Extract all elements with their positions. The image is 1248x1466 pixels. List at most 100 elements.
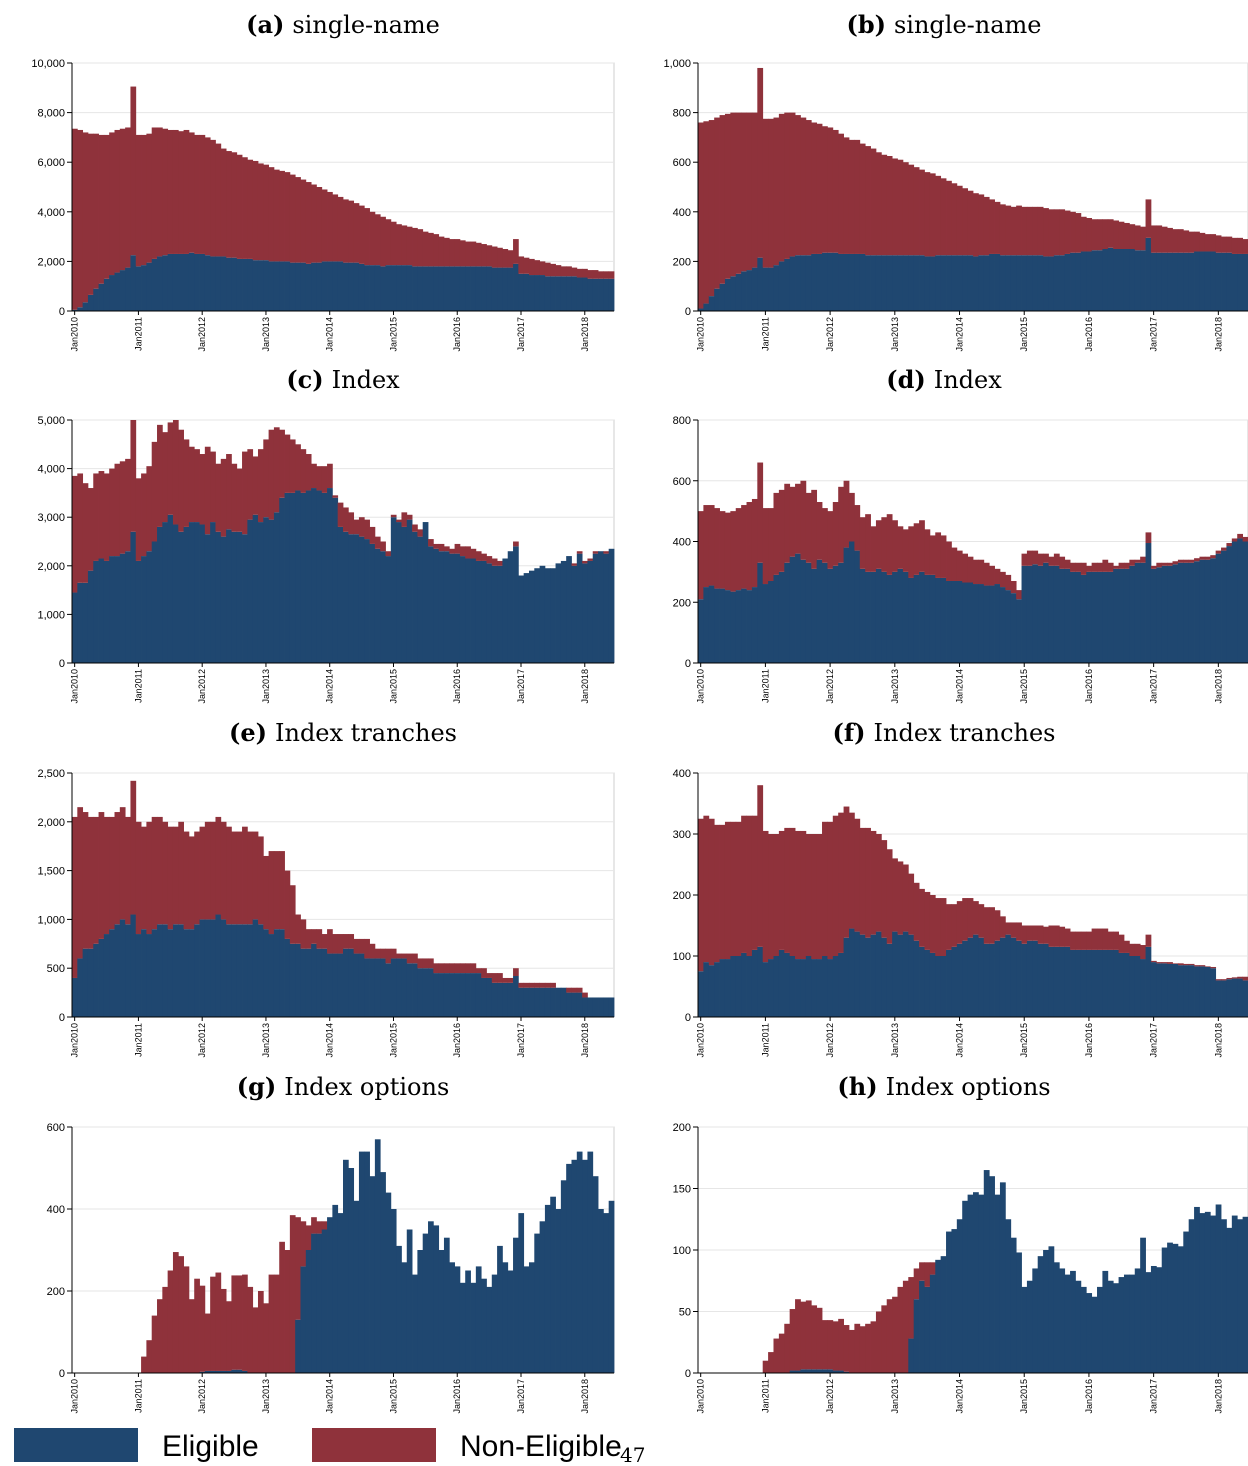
bar-segment	[481, 977, 487, 1017]
bar-segment	[994, 910, 1001, 941]
bar-segment	[428, 1221, 434, 1373]
bar-segment	[902, 864, 909, 932]
bar-segment	[135, 821, 142, 935]
bar-segment	[481, 1278, 487, 1373]
bar-segment	[1021, 553, 1028, 566]
y-tick-label: 1,500	[37, 866, 65, 878]
panel-title: Index options	[284, 1073, 449, 1101]
bar-segment	[284, 434, 291, 493]
bar-segment	[1161, 565, 1168, 663]
bar-segment	[300, 262, 307, 311]
bar-segment	[560, 1180, 567, 1373]
bar-segment	[773, 956, 780, 1017]
bar-segment	[1048, 946, 1055, 1017]
bar-segment	[735, 112, 742, 274]
bar-segment	[1043, 943, 1049, 1017]
bar-segment	[481, 553, 487, 561]
bar-segment	[1037, 943, 1044, 1017]
bar-segment	[226, 924, 232, 1017]
bar-segment	[924, 256, 931, 311]
bar-segment	[1183, 963, 1190, 966]
bar-segment	[919, 571, 925, 663]
bar-segment	[897, 861, 904, 935]
bar-segment	[973, 559, 979, 585]
bar-segment	[1221, 550, 1227, 663]
bar-segment	[956, 901, 963, 944]
bar-segment	[1053, 946, 1060, 1017]
bar-segment	[929, 895, 936, 953]
bar-segment	[119, 553, 126, 663]
bar-segment	[321, 261, 328, 311]
bar-segment	[592, 553, 599, 663]
bar-segment	[119, 270, 126, 311]
bar-segment	[1199, 965, 1206, 967]
bar-segment	[199, 454, 206, 525]
bar-segment	[82, 302, 89, 311]
bar-segment	[1032, 206, 1039, 256]
bar-segment	[768, 1352, 774, 1373]
bar-segment	[1043, 562, 1049, 663]
y-tick-label: 2,500	[37, 768, 65, 780]
bar-segment	[210, 451, 216, 523]
bar-segment	[576, 987, 583, 993]
bar-segment	[475, 560, 482, 663]
bar-segment	[1199, 1213, 1206, 1373]
bar-segment	[1150, 252, 1157, 311]
bar-segment	[130, 914, 137, 1017]
x-tick-label: Jan2017	[516, 1023, 526, 1058]
x-tick-label: Jan2017	[516, 1379, 526, 1414]
bar-segment	[843, 480, 850, 548]
bar-segment	[703, 505, 710, 588]
bar-segment	[762, 267, 769, 311]
bar-segment	[592, 1176, 599, 1373]
bar-segment	[491, 565, 498, 663]
bar-segment	[220, 148, 227, 257]
bar-segment	[582, 268, 588, 278]
bar-segment	[327, 929, 333, 954]
bar-segment	[470, 1282, 477, 1373]
bar-segment	[978, 194, 985, 256]
bar-segment	[497, 565, 503, 663]
bar-segment	[951, 183, 958, 256]
bar-segment	[892, 520, 898, 572]
bar-segment	[1242, 541, 1248, 663]
bar-segment	[892, 1296, 898, 1373]
bar-segment	[534, 275, 541, 311]
bar-segment	[289, 439, 296, 493]
bar-segment	[576, 553, 583, 663]
bar-segment	[566, 556, 572, 663]
bar-segment	[252, 456, 259, 515]
bar-segment	[994, 253, 1001, 311]
bar-segment	[385, 963, 392, 1017]
bar-segment	[789, 556, 796, 663]
bar-segment	[989, 1176, 995, 1373]
bar-segment	[544, 987, 551, 1017]
bar-segment	[87, 488, 94, 571]
y-tick-label: 0	[59, 658, 65, 670]
bar-segment	[550, 263, 556, 277]
bar-segment	[822, 1320, 828, 1370]
bar-segment	[784, 952, 791, 1017]
bar-segment	[967, 556, 974, 583]
bar-segment	[242, 924, 248, 1017]
bar-segment	[1177, 559, 1184, 563]
bar-segment	[929, 1274, 936, 1373]
bar-segment	[454, 543, 461, 554]
bar-segment	[406, 226, 413, 266]
bar-segment	[459, 546, 466, 557]
bar-segment	[353, 953, 360, 1017]
bar-segment	[1199, 559, 1206, 663]
bar-segment	[724, 512, 731, 591]
bar-segment	[703, 962, 710, 1017]
bar-segment	[592, 270, 599, 279]
bar-segment	[1129, 559, 1136, 566]
bar-segment	[1177, 963, 1184, 966]
bar-segment	[146, 466, 153, 552]
bar-segment	[417, 529, 424, 537]
x-tick-label: Jan2016	[452, 669, 462, 704]
bar-segment	[443, 237, 450, 267]
bar-segment	[300, 1266, 307, 1373]
bar-segment	[1016, 599, 1022, 663]
bar-segment	[188, 522, 195, 663]
y-tick-label: 400	[673, 207, 691, 219]
